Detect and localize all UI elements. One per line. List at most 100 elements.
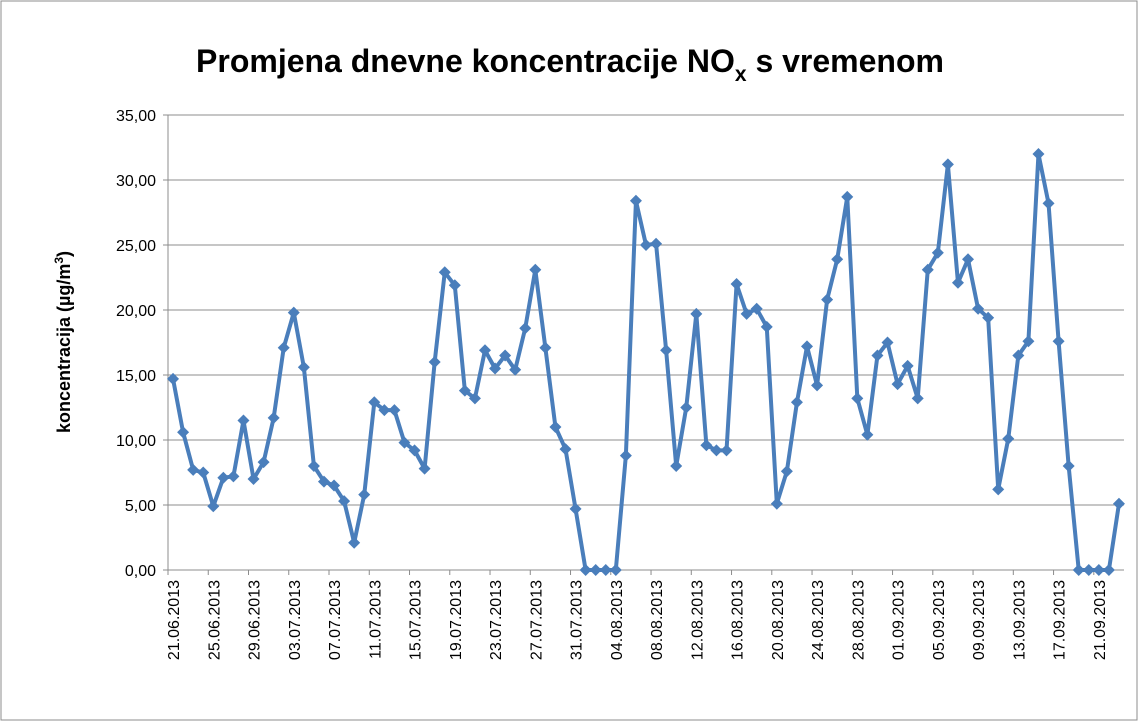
- data-marker: [468, 392, 481, 405]
- data-marker: [579, 564, 592, 576]
- chart-title: Promjena dnevne koncentracije NOx s vrem…: [196, 43, 944, 86]
- data-marker: [992, 483, 1005, 496]
- title-text: Promjena dnevne koncentracije NO: [196, 43, 735, 79]
- data-marker: [680, 401, 693, 414]
- data-marker: [730, 278, 743, 290]
- x-tick-label: 24.08.2013: [810, 580, 827, 660]
- data-marker: [247, 473, 260, 485]
- data-marker: [690, 307, 703, 320]
- data-marker: [931, 246, 944, 259]
- data-marker: [770, 497, 783, 510]
- x-tick-label: 13.09.2013: [1011, 580, 1028, 660]
- x-tick-label: 15.07.2013: [408, 580, 425, 660]
- data-marker: [1042, 197, 1055, 210]
- data-marker: [1022, 335, 1035, 348]
- data-marker: [237, 414, 250, 427]
- data-marker: [569, 502, 582, 515]
- data-marker: [811, 379, 824, 392]
- y-axis-label: koncentracija (µg/m3): [52, 251, 74, 433]
- data-marker: [177, 426, 190, 439]
- data-marker: [478, 344, 491, 357]
- data-marker: [962, 253, 975, 266]
- data-marker: [589, 564, 602, 576]
- data-marker: [277, 341, 290, 354]
- x-tick-label: 21.09.2013: [1092, 580, 1109, 660]
- x-tick-label: 17.09.2013: [1052, 580, 1069, 660]
- data-marker: [1112, 497, 1125, 510]
- data-marker: [951, 276, 964, 289]
- x-tick-label: 04.08.2013: [609, 580, 626, 660]
- data-marker: [499, 349, 512, 362]
- x-tick-label: 20.08.2013: [770, 580, 787, 660]
- data-marker: [398, 436, 411, 449]
- data-marker: [901, 359, 914, 372]
- data-marker: [358, 488, 371, 501]
- y-tick-label: 0,00: [125, 563, 156, 580]
- data-marker: [740, 307, 753, 320]
- y-tick-label: 20,00: [116, 303, 156, 320]
- y-label-text: koncentracija (µg/m: [54, 264, 74, 433]
- x-tick-label: 19.07.2013: [448, 580, 465, 660]
- data-marker: [297, 361, 310, 374]
- data-marker: [861, 428, 874, 441]
- data-marker: [338, 495, 351, 508]
- x-tick-label: 16.08.2013: [730, 580, 747, 660]
- data-marker: [700, 439, 713, 452]
- data-marker: [841, 190, 854, 203]
- data-marker: [458, 384, 471, 397]
- data-marker: [851, 392, 864, 405]
- x-tick-label: 07.07.2013: [327, 580, 344, 660]
- x-tick-label: 08.08.2013: [649, 580, 666, 660]
- data-marker: [207, 500, 220, 513]
- data-marker: [750, 302, 763, 315]
- x-tick-label: 29.06.2013: [247, 580, 264, 660]
- y-tick-label: 15,00: [116, 368, 156, 385]
- data-marker: [348, 536, 361, 549]
- data-marker: [821, 293, 834, 306]
- data-marker: [640, 239, 652, 251]
- data-marker: [650, 237, 663, 250]
- data-marker: [187, 463, 200, 476]
- data-marker: [660, 344, 673, 357]
- data-marker: [780, 465, 793, 478]
- data-marker: [227, 470, 240, 483]
- data-marker: [539, 341, 552, 354]
- data-marker: [317, 475, 330, 488]
- data-marker: [217, 471, 230, 484]
- data-marker: [941, 158, 954, 171]
- data-marker: [760, 320, 773, 333]
- data-marker: [529, 263, 542, 276]
- x-tick-label: 09.09.2013: [971, 580, 988, 660]
- title-subscript: x: [735, 63, 747, 86]
- data-marker: [267, 411, 280, 424]
- data-marker: [921, 263, 934, 276]
- data-marker: [629, 194, 642, 207]
- title-text: s vremenom: [747, 43, 944, 79]
- y-tick-label: 10,00: [116, 433, 156, 450]
- data-marker: [388, 404, 401, 417]
- data-marker: [801, 340, 814, 353]
- data-marker: [831, 253, 844, 266]
- x-tick-label: 25.06.2013: [206, 580, 223, 660]
- data-marker: [1102, 564, 1115, 576]
- data-marker: [1062, 460, 1075, 472]
- data-marker: [972, 302, 985, 315]
- x-tick-label: 31.07.2013: [569, 580, 586, 660]
- data-marker: [609, 564, 622, 576]
- data-marker: [408, 444, 421, 457]
- data-marker: [881, 336, 894, 349]
- data-marker: [619, 449, 632, 462]
- data-marker: [328, 479, 341, 492]
- data-marker: [197, 466, 210, 479]
- data-marker: [891, 378, 904, 391]
- y-tick-label: 30,00: [116, 173, 156, 190]
- data-marker: [509, 363, 522, 376]
- data-marker: [519, 322, 532, 335]
- y-tick-label: 35,00: [116, 108, 156, 125]
- y-label-text: ): [54, 251, 74, 257]
- x-tick-label: 12.08.2013: [689, 580, 706, 660]
- data-marker: [167, 372, 180, 385]
- data-marker: [982, 311, 995, 324]
- y-tick-label: 5,00: [125, 498, 156, 515]
